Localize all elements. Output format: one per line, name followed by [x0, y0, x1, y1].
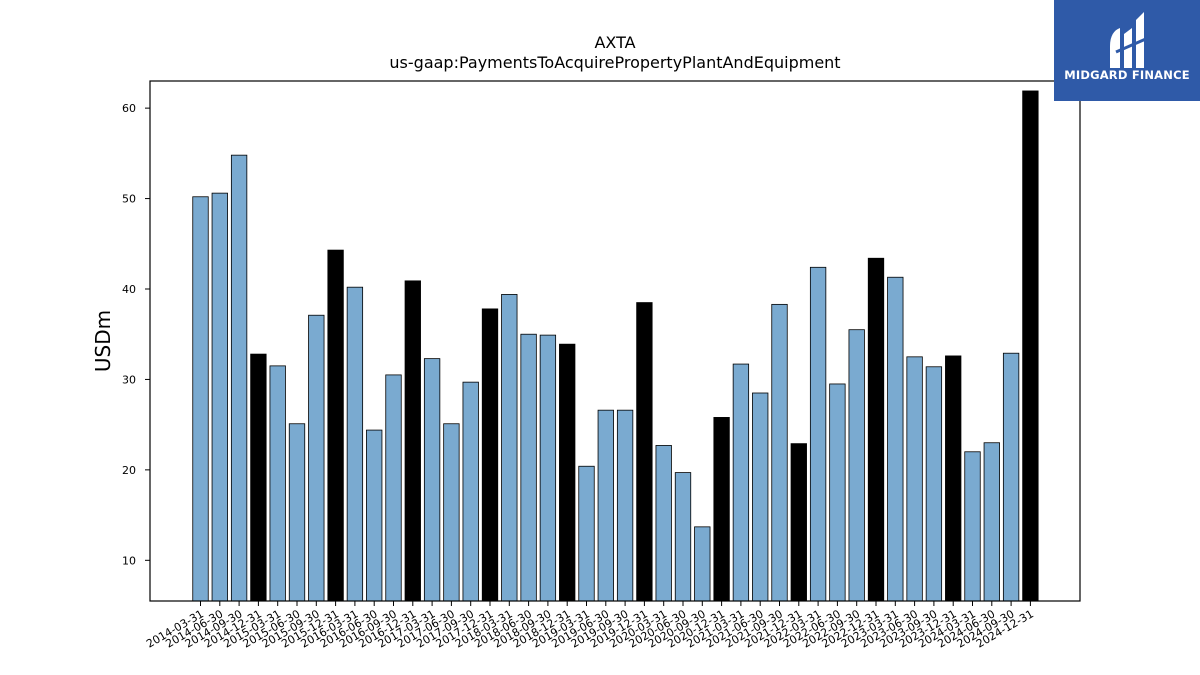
- logo-text: MIDGARD FINANCE: [1064, 68, 1190, 82]
- bar-2022-03-31: [809, 266, 827, 602]
- bar-2021-09-30: [771, 303, 788, 602]
- bar-2021-12-31: [790, 443, 807, 602]
- chart-title: AXTA: [594, 33, 635, 52]
- bar-2023-06-30: [906, 356, 923, 602]
- bar-2020-03-31: [655, 445, 672, 602]
- bar-2019-03-31: [578, 465, 595, 602]
- bar-2016-12-31: [404, 280, 421, 602]
- bar-2019-09-30: [616, 409, 634, 602]
- bar-2017-06-30: [443, 423, 460, 602]
- bar-2024-09-30: [1002, 352, 1020, 602]
- bar-2020-06-30: [674, 472, 692, 602]
- y-axis-ticks: 10 20 30 40 50 60: [122, 102, 150, 567]
- bar-2017-12-31: [481, 308, 499, 602]
- bar-2016-06-30: [366, 429, 383, 602]
- x-axis-ticks: 2014-03-312014-06-302014-09-302014-12-31…: [144, 601, 1036, 651]
- bar-2022-12-31: [867, 257, 885, 602]
- bar-2016-09-30: [385, 374, 402, 602]
- bar-2021-06-30: [752, 392, 769, 602]
- bar-2020-09-30: [694, 526, 711, 602]
- bar-2014-06-30: [211, 192, 228, 602]
- bar-2024-06-30: [983, 442, 1000, 602]
- midgard-logo-icon: [1110, 12, 1149, 68]
- y-tick-label: 60: [122, 102, 136, 115]
- y-tick-label: 10: [122, 554, 136, 567]
- bar-2023-12-31: [945, 355, 962, 602]
- bar-2019-06-30: [597, 409, 614, 602]
- bar-2024-03-31: [964, 451, 981, 602]
- bar-2022-09-30: [848, 329, 865, 602]
- y-axis-label: USDm: [91, 310, 115, 372]
- bar-2018-06-30: [520, 333, 537, 602]
- bar-2019-12-31: [636, 302, 653, 602]
- bar-2014-03-31: [192, 196, 209, 602]
- bar-2016-03-31: [346, 286, 364, 602]
- bar-2014-09-30: [230, 154, 248, 602]
- y-tick-label: 40: [122, 283, 136, 296]
- y-tick-label: 20: [122, 464, 136, 477]
- bar-2020-12-31: [713, 417, 730, 602]
- bar-2021-03-31: [732, 363, 750, 602]
- chart-subtitle: us-gaap:PaymentsToAcquirePropertyPlantAn…: [389, 53, 840, 72]
- bars-group: [192, 90, 1039, 602]
- plot-frame: [149, 80, 1081, 602]
- y-tick-label: 50: [122, 193, 136, 206]
- bar-2015-06-30: [288, 423, 306, 602]
- bar-2022-06-30: [829, 383, 846, 602]
- bar-2023-09-30: [925, 366, 943, 602]
- bar-2015-12-31: [327, 249, 344, 602]
- bar-2018-09-30: [539, 334, 557, 602]
- bar-2018-12-31: [559, 343, 576, 602]
- bar-2015-09-30: [308, 314, 325, 602]
- bar-2015-03-31: [269, 365, 286, 602]
- bar-2017-03-31: [423, 358, 441, 602]
- bar-2018-03-31: [501, 294, 518, 602]
- bar-2017-09-30: [462, 381, 479, 602]
- y-tick-label: 30: [122, 373, 136, 386]
- bar-2023-03-31: [887, 276, 904, 602]
- bar-2014-12-31: [250, 353, 267, 602]
- brand-logo: MIDGARD FINANCE: [1054, 0, 1200, 101]
- bar-2024-12-31: [1022, 90, 1039, 602]
